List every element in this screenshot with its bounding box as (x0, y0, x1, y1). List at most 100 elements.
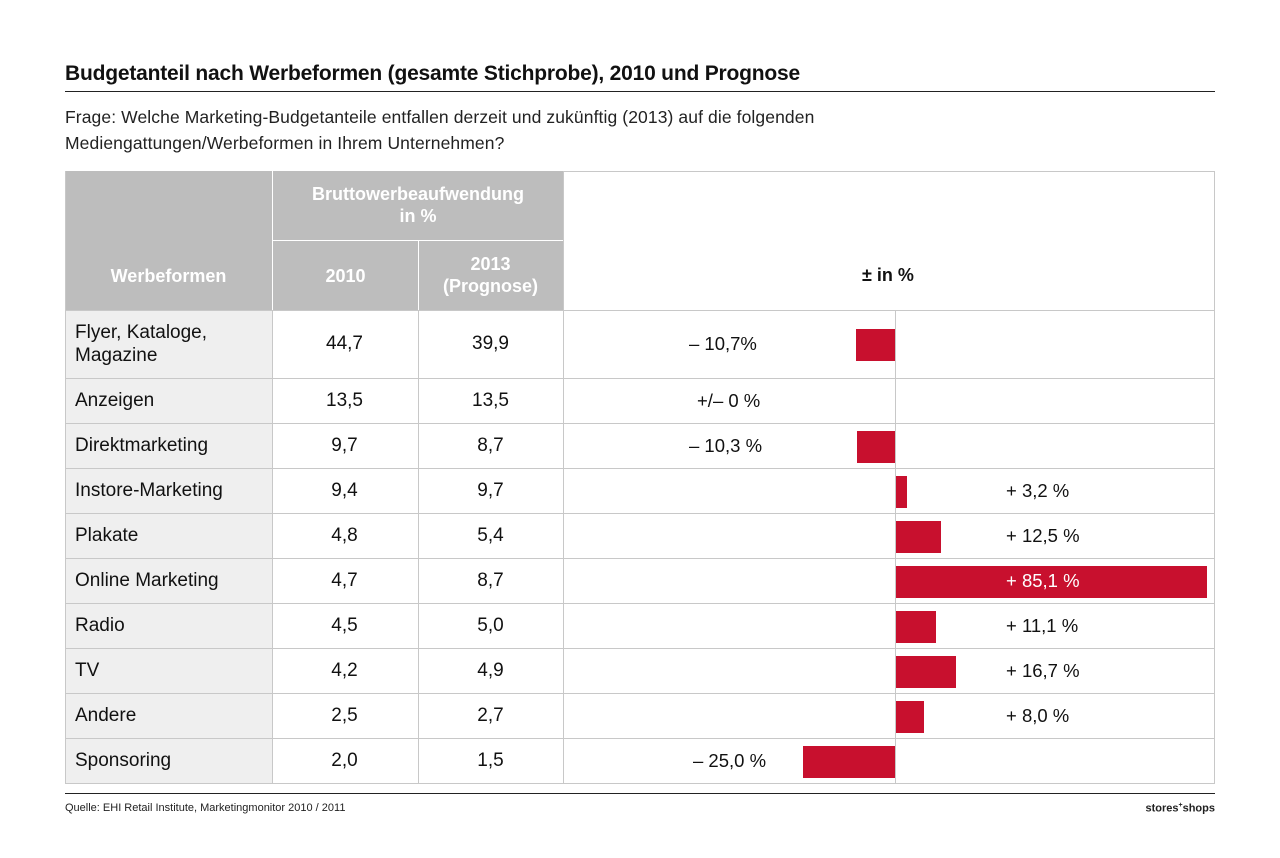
row-label-line: Plakate (75, 525, 139, 546)
value-2013: 1,5 (477, 749, 504, 771)
value-2013: 13,5 (472, 389, 509, 411)
col-border-left (65, 171, 66, 783)
value-2010: 4,8 (331, 524, 358, 546)
row-divider (65, 513, 1215, 514)
row-divider (65, 648, 1215, 649)
row-label: Sponsoring (75, 749, 171, 772)
row-label-line: Instore-Marketing (75, 480, 223, 501)
change-bar (803, 745, 895, 778)
row-label-line: Magazine (75, 345, 158, 366)
value-2010: 9,7 (331, 434, 358, 456)
brand-logo: stores+shops (1145, 802, 1215, 815)
row-label: Andere (75, 704, 136, 727)
change-label: + 3,2 % (1006, 479, 1070, 501)
row-label-background (65, 649, 272, 693)
header-brutto: Bruttowerbeaufwendung in % (273, 183, 563, 227)
zero-axis-line (895, 310, 896, 783)
value-2010: 9,4 (331, 479, 358, 501)
row-label: Instore-Marketing (75, 479, 223, 502)
value-2010: 13,5 (326, 389, 363, 411)
col-border-2 (418, 310, 419, 783)
value-2013: 8,7 (477, 569, 504, 591)
row-label: Flyer, Kataloge, Magazine (75, 321, 207, 367)
row-label-background (65, 604, 272, 648)
row-divider (65, 693, 1215, 694)
change-label: + 16,7 % (1006, 659, 1080, 681)
row-label-background (65, 694, 272, 738)
change-label: + 8,0 % (1006, 704, 1070, 726)
row-label: TV (75, 659, 99, 682)
brand-right: shops (1182, 802, 1215, 815)
change-bar (895, 700, 925, 733)
row-label-background (65, 739, 272, 783)
row-label: Direktmarketing (75, 434, 208, 457)
source-note: Quelle: EHI Retail Institute, Marketingm… (65, 802, 346, 814)
row-divider (65, 423, 1215, 424)
row-divider (65, 558, 1215, 559)
chart-title: Budgetanteil nach Werbeformen (gesamte S… (65, 62, 800, 85)
brand-left: stores (1145, 802, 1179, 815)
header-brutto-line1: Bruttowerbeaufwendung (312, 184, 524, 204)
change-bar (895, 565, 1207, 598)
row-label-line: Online Marketing (75, 570, 219, 591)
title-rule (65, 91, 1215, 92)
brand-sup: + (1178, 802, 1183, 809)
row-label-background (65, 424, 272, 468)
header-2013-line1: 2013 (470, 254, 511, 274)
table-top-border (65, 310, 1215, 311)
header-change: ± in % (862, 265, 914, 285)
col-border-1 (272, 310, 273, 783)
col-border-right (1214, 171, 1215, 783)
change-label: +/– 0 % (697, 389, 761, 411)
value-2010: 2,0 (331, 749, 358, 771)
row-label-line: Flyer, Kataloge, (75, 322, 208, 343)
header-col-divider-1 (272, 171, 273, 310)
header-2010: 2010 (325, 266, 366, 286)
row-label-background (65, 514, 272, 558)
row-divider (65, 603, 1215, 604)
value-2013: 5,0 (477, 614, 504, 636)
bottom-rule (65, 793, 1215, 794)
row-divider (65, 738, 1215, 739)
row-label-line: Anzeigen (75, 390, 155, 411)
value-2013: 2,7 (477, 704, 504, 726)
header-2013-line2: (Prognose) (442, 276, 538, 296)
change-label: – 10,7% (689, 333, 757, 354)
value-2010: 4,2 (331, 659, 358, 681)
row-label-background (65, 559, 272, 603)
value-2013: 4,9 (477, 659, 504, 681)
value-2010: 4,7 (331, 569, 358, 591)
row-label-line: Sponsoring (75, 750, 172, 771)
row-label-background (65, 379, 272, 423)
change-bar (857, 430, 895, 463)
value-2013: 5,4 (477, 524, 504, 546)
row-label: Online Marketing (75, 569, 219, 592)
row-label: Anzeigen (75, 389, 154, 412)
header-top-border (563, 171, 1215, 172)
value-2010: 2,5 (331, 704, 358, 726)
change-label: + 85,1 % (1006, 569, 1080, 591)
change-bar (895, 610, 936, 643)
header-2013: 2013 (Prognose) (418, 253, 563, 297)
row-label-line: TV (75, 660, 100, 681)
change-label: – 25,0 % (693, 749, 767, 771)
value-2013: 39,9 (472, 333, 509, 354)
row-label: Plakate (75, 524, 138, 547)
change-label: + 11,1 % (1006, 614, 1079, 636)
header-brutto-line2: in % (399, 206, 437, 226)
col-border-3 (563, 171, 564, 783)
row-divider (65, 468, 1215, 469)
question-text: Frage: Welche Marketing-Budgetanteile en… (65, 107, 815, 153)
row-divider (65, 783, 1215, 784)
change-label: + 12,5 % (1006, 524, 1080, 546)
change-bar (895, 655, 957, 688)
value-2010: 4,5 (331, 614, 358, 636)
row-label-background (65, 311, 272, 378)
change-bar (895, 475, 907, 508)
row-label-background (65, 469, 272, 513)
change-label: – 10,3 % (689, 434, 763, 456)
header-col-divider-2 (418, 240, 419, 310)
value-2013: 9,7 (477, 479, 504, 501)
row-label-line: Andere (75, 705, 137, 726)
row-label: Radio (75, 614, 125, 637)
